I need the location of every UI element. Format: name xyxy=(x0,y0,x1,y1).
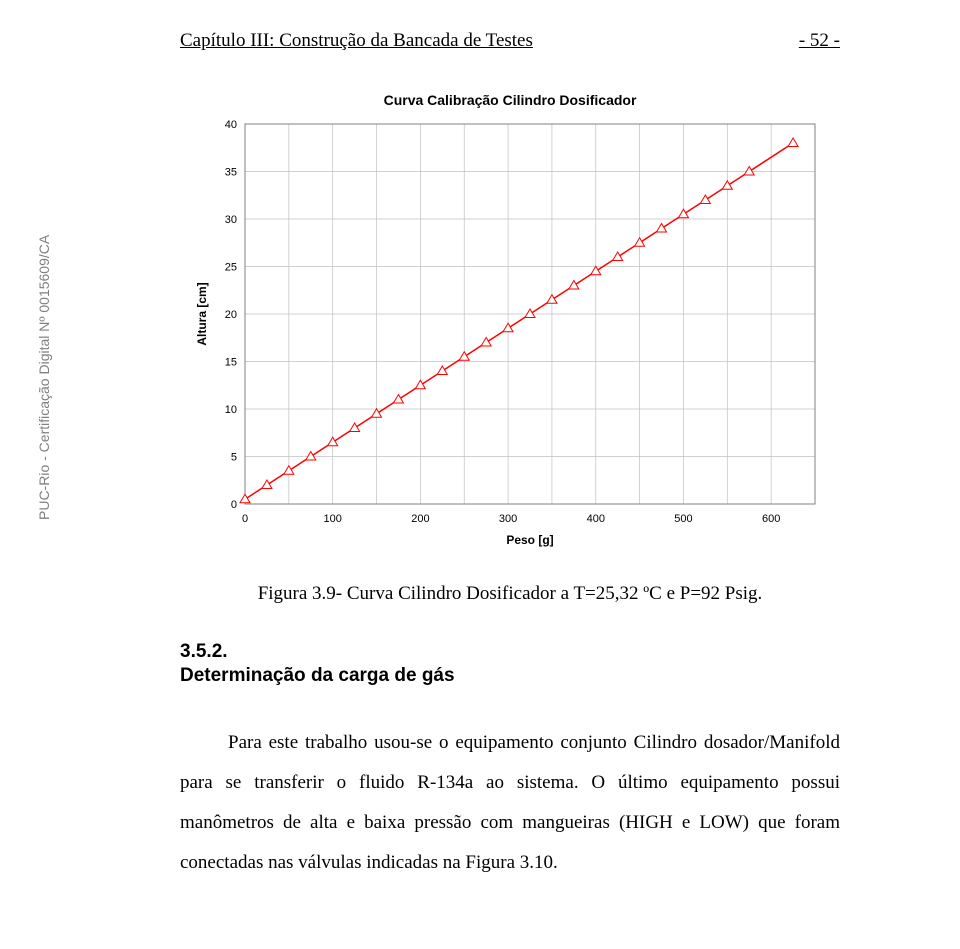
chart-title: Curva Calibração Cilindro Dosificador xyxy=(190,92,830,108)
svg-text:400: 400 xyxy=(587,513,605,525)
svg-text:Peso [g]: Peso [g] xyxy=(506,533,553,547)
section-number: 3.5.2. xyxy=(180,641,840,663)
svg-text:Altura [cm]: Altura [cm] xyxy=(195,282,209,345)
chapter-title: Capítulo III: Construção da Bancada de T… xyxy=(180,30,533,52)
chart-container: Curva Calibração Cilindro Dosificador 01… xyxy=(190,92,830,559)
svg-text:40: 40 xyxy=(225,119,237,131)
svg-text:20: 20 xyxy=(225,309,237,321)
calibration-chart: 01002003004005006000510152025303540Peso … xyxy=(190,114,830,554)
svg-text:300: 300 xyxy=(499,513,517,525)
svg-text:25: 25 xyxy=(225,262,237,274)
body-paragraph: Para este trabalho usou-se o equipamento… xyxy=(180,723,840,883)
svg-text:10: 10 xyxy=(225,404,237,416)
page-content: Capítulo III: Construção da Bancada de T… xyxy=(0,0,960,942)
svg-text:5: 5 xyxy=(231,452,237,464)
figure-caption: Figura 3.9- Curva Cilindro Dosificador a… xyxy=(180,583,840,605)
certification-sidebar: PUC-Rio - Certificação Digital Nº 001560… xyxy=(36,502,436,520)
section-title: Determinação da carga de gás xyxy=(180,665,840,687)
svg-text:500: 500 xyxy=(674,513,692,525)
svg-text:600: 600 xyxy=(762,513,780,525)
header-line: Capítulo III: Construção da Bancada de T… xyxy=(180,30,840,52)
svg-text:15: 15 xyxy=(225,357,237,369)
page-number: - 52 - xyxy=(799,30,840,52)
svg-text:35: 35 xyxy=(225,167,237,179)
svg-text:30: 30 xyxy=(225,214,237,226)
